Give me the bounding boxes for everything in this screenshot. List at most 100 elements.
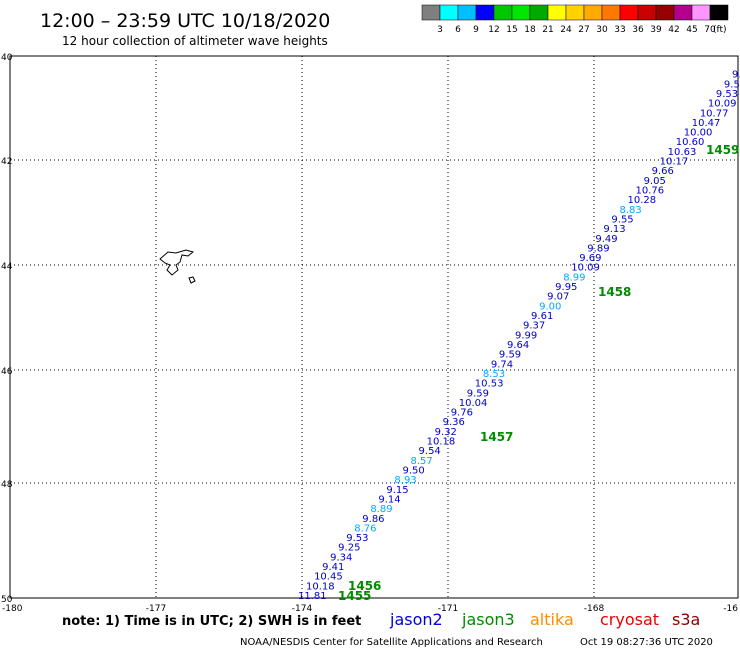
track-time-label: 1456: [348, 579, 381, 593]
swh-point-label: 9.59: [499, 350, 521, 361]
swh-point-label: 9.54: [419, 446, 441, 457]
swh-point-label: 8.99: [563, 272, 585, 283]
swh-point-label: 10.53: [475, 379, 504, 390]
swh-point-label: 9.61: [531, 311, 553, 322]
color-swatch: [439, 4, 459, 21]
graticule: [10, 56, 738, 598]
swh-point-label: 9.59: [467, 388, 489, 399]
swh-point-label: 9.55: [611, 214, 633, 225]
satellite-legend-item: s3a: [672, 610, 700, 629]
swh-point-label: 9.37: [523, 321, 545, 332]
chart-title: 12:00 – 23:59 UTC 10/18/2020: [40, 10, 330, 32]
swh-point-label: 9.8: [732, 70, 740, 81]
color-swatch: [691, 4, 711, 21]
color-swatch: [601, 4, 621, 21]
color-scale-unit: (ft): [713, 25, 727, 35]
swh-point-label: 9.69: [579, 253, 601, 264]
swh-point-label: 8.89: [370, 504, 392, 515]
color-scale-label: 21: [542, 25, 553, 35]
swh-point-label: 9.14: [378, 494, 400, 505]
swh-point-label: 9.66: [652, 166, 674, 177]
swh-point-label: 9.36: [443, 417, 465, 428]
swh-point-label: 10.04: [459, 398, 488, 409]
color-swatch: [457, 4, 477, 21]
swh-point-label: 10.00: [684, 128, 713, 139]
swh-point-label: 9.99: [515, 330, 537, 341]
swh-point-label: 9.89: [587, 243, 609, 254]
footer-credit: NOAA/NESDIS Center for Satellite Applica…: [240, 637, 543, 648]
swh-point-label: 9.00: [539, 301, 561, 312]
swh-point-label: 8.57: [411, 456, 433, 467]
color-scale-label: 18: [524, 25, 536, 35]
satellite-legend-item: altika: [530, 610, 574, 629]
swh-point-label: 9.50: [402, 465, 424, 476]
lat-tick-label: 44: [1, 262, 13, 272]
color-scale-label: 12: [488, 25, 499, 35]
latitude-tick-labels: 40 42 44 46 48 50: [1, 53, 13, 605]
swh-point-label: 9.64: [507, 340, 529, 351]
swh-point-label: 9.41: [322, 562, 344, 573]
color-scale-label: 3: [437, 25, 443, 35]
map-frame: [9, 55, 739, 599]
lat-tick-label: 46: [1, 367, 13, 377]
longitude-tick-labels: -180 -177 -174 -171 -168 -16: [2, 604, 738, 614]
swh-point-label: 11.81: [298, 591, 327, 602]
satellite-legend: jason2 jason3 altika cryosat s3a: [389, 610, 700, 629]
swh-point-label: 10.76: [636, 186, 665, 197]
color-swatch: [655, 4, 675, 21]
color-swatch: [583, 4, 603, 21]
color-scale-label: 24: [560, 25, 572, 35]
lat-tick-label: 48: [1, 480, 13, 490]
swh-point-label: 10.18: [427, 437, 456, 448]
track-time-label: 1459: [706, 143, 739, 157]
color-scale-label: 27: [578, 25, 589, 35]
color-swatch: [421, 4, 441, 21]
swh-point-label: 9.25: [338, 543, 360, 554]
swh-point-label: 8.83: [619, 205, 641, 216]
color-scale-label: 45: [686, 25, 697, 35]
color-swatch: [619, 4, 639, 21]
color-scale-label: 42: [668, 25, 679, 35]
swh-point-label: 8.53: [483, 369, 505, 380]
lat-tick-label: 42: [1, 157, 12, 167]
swh-point-label: 9.53: [346, 533, 368, 544]
color-swatch: [709, 4, 729, 21]
color-swatch: [565, 4, 585, 21]
color-swatch: [511, 4, 531, 21]
swh-point-label: 9.74: [491, 359, 513, 370]
swh-point-label: 10.09: [708, 99, 737, 110]
swh-point-label: 10.60: [676, 137, 705, 148]
lon-tick-label: -168: [584, 604, 605, 614]
swh-point-label: 10.17: [660, 157, 689, 168]
swh-point-label: 10.45: [314, 572, 343, 583]
swh-point-label: 8.93: [394, 475, 416, 486]
color-scale-label: 33: [614, 25, 625, 35]
track-time-label: 1458: [598, 285, 631, 299]
lon-tick-label: -16: [723, 604, 738, 614]
swh-point-label: 9.34: [330, 552, 352, 563]
swh-point-label: 9.53: [716, 89, 738, 100]
swh-point-label: 9.49: [595, 234, 617, 245]
color-scale-label: 15: [506, 25, 517, 35]
lat-tick-label: 40: [1, 53, 13, 63]
color-swatch: [529, 4, 549, 21]
color-swatch: [673, 4, 693, 21]
swh-points: 11.8110.1810.459.419.349.259.538.769.868…: [298, 70, 740, 602]
swh-point-label: 10.47: [692, 118, 721, 129]
lon-tick-label: -174: [292, 604, 313, 614]
track-time-label: 1455: [338, 589, 371, 603]
color-swatch: [475, 4, 495, 21]
island-outline: [159, 249, 196, 284]
color-swatch: [493, 4, 513, 21]
swh-point-label: 10.63: [668, 147, 697, 158]
swh-point-label: 9.86: [362, 514, 384, 525]
satellite-legend-item: jason2: [389, 610, 443, 629]
swh-point-label: 9.32: [435, 427, 457, 438]
swh-point-label: 9.76: [451, 408, 473, 419]
swh-point-label: 9.15: [386, 485, 408, 496]
color-scale-label: 6: [455, 25, 461, 35]
swh-point-label: 8.76: [354, 523, 376, 534]
swh-point-label: 9.05: [644, 176, 666, 187]
